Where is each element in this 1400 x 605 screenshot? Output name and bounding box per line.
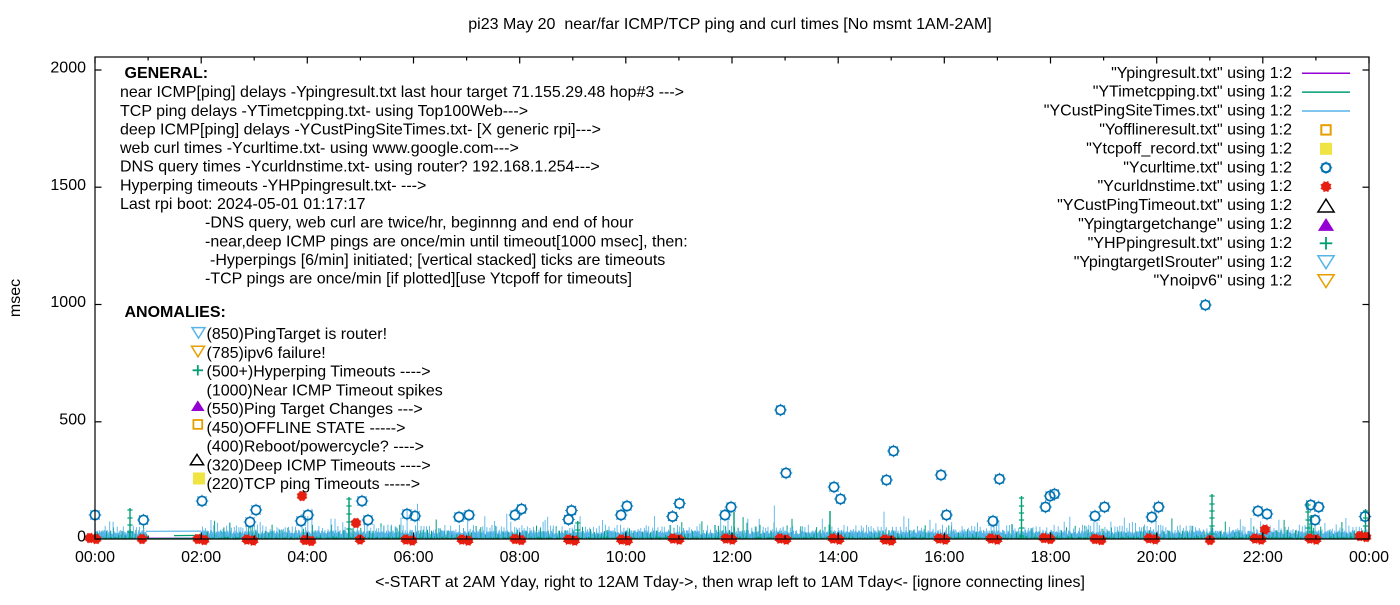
svg-text:Hyperping timeouts -YHPpingres: Hyperping timeouts -YHPpingresult.txt- -… bbox=[120, 177, 426, 194]
svg-text:02:00: 02:00 bbox=[181, 549, 221, 566]
svg-text:-Hyperpings [6/min] initiated;: -Hyperpings [6/min] initiated; [vertical… bbox=[210, 252, 665, 269]
svg-text:pi23 May 20 near/far ICMP/TCP: pi23 May 20 near/far ICMP/TCP ping and c… bbox=[468, 16, 991, 33]
svg-text:1000: 1000 bbox=[50, 294, 86, 311]
svg-text:"YCustPingTimeout.txt" using 1: "YCustPingTimeout.txt" using 1:2 bbox=[1057, 197, 1292, 214]
svg-text:-near,deep ICMP pings are once: -near,deep ICMP pings are once/min until… bbox=[205, 233, 688, 250]
svg-text:(500+)Hyperping Timeouts ---->: (500+)Hyperping Timeouts ----> bbox=[207, 364, 431, 381]
svg-text:near ICMP[ping] delays -Ypingr: near ICMP[ping] delays -Ypingresult.txt … bbox=[120, 84, 684, 101]
svg-text:GENERAL:: GENERAL: bbox=[125, 65, 209, 82]
svg-text:00:00: 00:00 bbox=[75, 549, 115, 566]
svg-text:web curl times -Ycurltime.txt-: web curl times -Ycurltime.txt- using www… bbox=[119, 140, 519, 157]
svg-text:18:00: 18:00 bbox=[1030, 549, 1070, 566]
svg-text:12:00: 12:00 bbox=[712, 549, 752, 566]
svg-text:TCP ping delays -YTimetcpping.: TCP ping delays -YTimetcpping.txt- using… bbox=[120, 103, 528, 120]
svg-text:04:00: 04:00 bbox=[287, 549, 327, 566]
svg-text:(1000)Near ICMP Timeout spikes: (1000)Near ICMP Timeout spikes bbox=[207, 382, 443, 399]
svg-text:(550)Ping Target Changes --->: (550)Ping Target Changes ---> bbox=[207, 401, 423, 418]
svg-text:(220)TCP ping Timeouts ----->: (220)TCP ping Timeouts -----> bbox=[207, 476, 421, 493]
svg-text:ANOMALIES:: ANOMALIES: bbox=[125, 304, 226, 321]
svg-text:(400)Reboot/powercycle? ---->: (400)Reboot/powercycle? ----> bbox=[207, 439, 424, 456]
svg-text:Last rpi boot: 2024-05-01 01:1: Last rpi boot: 2024-05-01 01:17:17 bbox=[120, 196, 366, 213]
svg-text:10:00: 10:00 bbox=[606, 549, 646, 566]
svg-text:0: 0 bbox=[77, 529, 86, 546]
svg-text:08:00: 08:00 bbox=[500, 549, 540, 566]
svg-text:msec: msec bbox=[7, 279, 24, 317]
svg-text:20:00: 20:00 bbox=[1137, 549, 1177, 566]
svg-text:"Yofflineresult.txt" using 1:2: "Yofflineresult.txt" using 1:2 bbox=[1099, 122, 1292, 139]
svg-text:"YCustPingSiteTimes.txt" using: "YCustPingSiteTimes.txt" using 1:2 bbox=[1044, 103, 1292, 120]
svg-text:(450)OFFLINE STATE ----->: (450)OFFLINE STATE -----> bbox=[207, 420, 406, 437]
svg-text:(850)PingTarget is router!: (850)PingTarget is router! bbox=[207, 326, 388, 343]
svg-text:22:00: 22:00 bbox=[1243, 549, 1283, 566]
svg-text:"YpingtargetISrouter" using 1:: "YpingtargetISrouter" using 1:2 bbox=[1074, 254, 1292, 271]
svg-text:-DNS query, web curl are twice: -DNS query, web curl are twice/hr, begin… bbox=[205, 215, 634, 232]
svg-text:1500: 1500 bbox=[50, 177, 86, 194]
svg-text:"Ycurltime.txt" using 1:2: "Ycurltime.txt" using 1:2 bbox=[1123, 159, 1292, 176]
svg-text:"Ycurldnstime.txt" using 1:2: "Ycurldnstime.txt" using 1:2 bbox=[1097, 178, 1292, 195]
svg-text:-TCP pings are once/min [if pl: -TCP pings are once/min [if plotted][use… bbox=[205, 271, 632, 288]
svg-text:DNS query times -Ycurldnstime.: DNS query times -Ycurldnstime.txt- using… bbox=[120, 159, 600, 176]
svg-text:"Ytcpoff_record.txt" using 1:2: "Ytcpoff_record.txt" using 1:2 bbox=[1086, 140, 1292, 157]
svg-text:2000: 2000 bbox=[50, 60, 86, 77]
svg-text:(320)Deep ICMP Timeouts ---->: (320)Deep ICMP Timeouts ----> bbox=[207, 457, 431, 474]
svg-text:"Ynoipv6" using 1:2: "Ynoipv6" using 1:2 bbox=[1153, 273, 1292, 290]
svg-text:06:00: 06:00 bbox=[393, 549, 433, 566]
svg-text:<-START at 2AM Yday, right to: <-START at 2AM Yday, right to 12AM Tday-… bbox=[375, 574, 1085, 591]
svg-text:500: 500 bbox=[59, 411, 86, 428]
svg-text:14:00: 14:00 bbox=[818, 549, 858, 566]
svg-text:"Ypingresult.txt" using 1:2: "Ypingresult.txt" using 1:2 bbox=[1111, 65, 1292, 82]
svg-text:16:00: 16:00 bbox=[924, 549, 964, 566]
svg-text:00:00: 00:00 bbox=[1349, 549, 1389, 566]
svg-text:"YTimetcpping.txt" using 1:2: "YTimetcpping.txt" using 1:2 bbox=[1093, 84, 1292, 101]
svg-text:deep ICMP[ping] delays -YCustP: deep ICMP[ping] delays -YCustPingSiteTim… bbox=[120, 121, 601, 138]
svg-text:"Ypingtargetchange" using 1:2: "Ypingtargetchange" using 1:2 bbox=[1078, 216, 1292, 233]
svg-text:(785)ipv6 failure!: (785)ipv6 failure! bbox=[207, 345, 326, 362]
svg-text:"YHPpingresult.txt" using 1:2: "YHPpingresult.txt" using 1:2 bbox=[1088, 235, 1292, 252]
